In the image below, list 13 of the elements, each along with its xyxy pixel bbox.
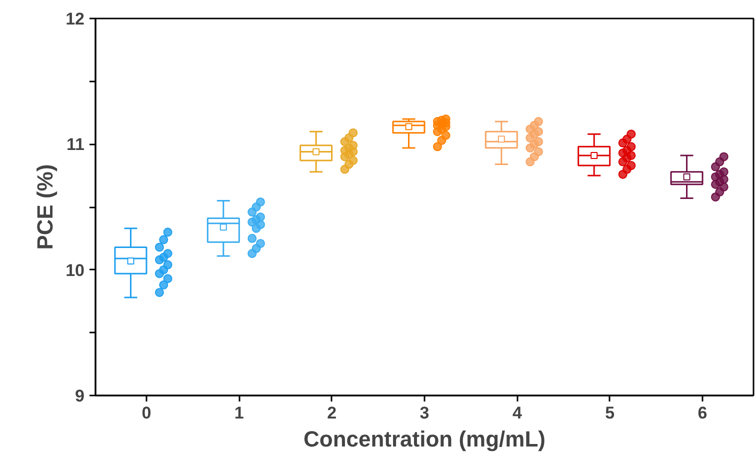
x-tick-label: 0 bbox=[142, 404, 152, 422]
y-tick-label: 10 bbox=[66, 260, 85, 280]
x-axis-title: Concentration (mg/mL) bbox=[304, 426, 546, 452]
y-tick-label: 12 bbox=[66, 10, 85, 28]
y-tick-label: 11 bbox=[66, 135, 85, 154]
y-axis-title: PCE (%) bbox=[32, 164, 58, 250]
x-tick-label: 4 bbox=[512, 404, 522, 422]
x-tick-label: 3 bbox=[420, 404, 430, 422]
y-tick-label: 9 bbox=[75, 386, 85, 406]
x-tick-label: 6 bbox=[698, 404, 708, 422]
x-tick-label: 5 bbox=[605, 404, 615, 422]
x-tick-label: 1 bbox=[234, 404, 244, 422]
x-tick-label: 2 bbox=[327, 404, 337, 422]
